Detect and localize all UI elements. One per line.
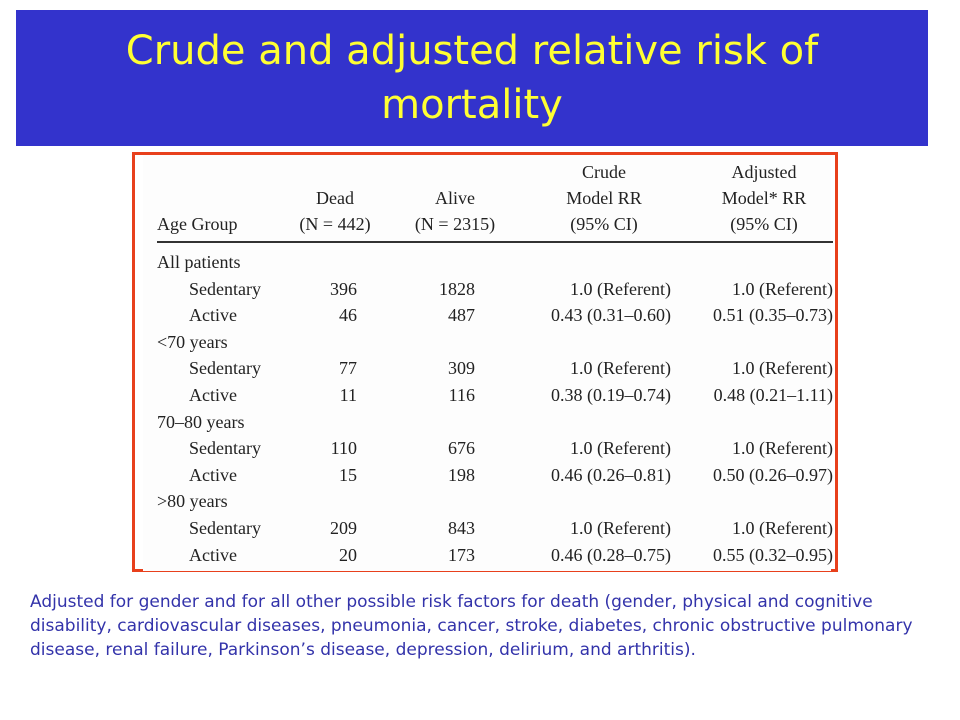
header-alive: Alive (N = 2315) — [399, 185, 511, 237]
table-group-row: 70–80 years — [143, 409, 831, 435]
group-label: 70–80 years — [157, 411, 245, 432]
header-age-group: Age Group — [157, 211, 237, 237]
crude-rr: 0.38 (0.19–0.74) — [551, 385, 671, 405]
header-dead: Dead (N = 442) — [283, 185, 387, 237]
table-group-row: All patients — [143, 249, 831, 275]
footnote: Adjusted for gender and for all other po… — [30, 592, 913, 660]
table-row: Sedentary 110 676 1.0 (Referent) 1.0 (Refere… — [143, 435, 833, 461]
adjusted-rr: 1.0 (Referent) — [732, 518, 833, 538]
header-crude: Crude Model RR (95% CI) — [539, 159, 669, 237]
adjusted-rr: 1.0 (Referent) — [732, 358, 833, 379]
header-adjusted-line2: Model* RR — [721, 188, 807, 208]
mortality-table: Age Group Dead (N = 442) Alive (N = 2315… — [143, 155, 833, 571]
row-label: Active — [189, 305, 237, 326]
table-row: Active 46 487 0.43 (0.31–0.60) 0.51 (0.35–0.… — [143, 302, 833, 328]
header-crude-line2: Model RR — [566, 188, 642, 208]
adjusted-rr: 0.51 (0.35–0.73) — [713, 305, 833, 326]
dead-count: 77 — [339, 358, 357, 379]
crude-rr: 1.0 (Referent) — [570, 518, 671, 538]
dead-count: 11 — [339, 385, 357, 405]
table-group-row: <70 years — [143, 329, 831, 355]
header-dead-line2: (N = 442) — [299, 214, 371, 234]
alive-count: 1828 — [439, 278, 475, 299]
table-row: Active 20 173 0.46 (0.28–0.75) 0.55 (0.32–0.… — [143, 542, 833, 568]
table-frame: Age Group Dead (N = 442) Alive (N = 2315… — [132, 152, 838, 572]
dead-count: 20 — [339, 544, 357, 565]
title-banner: Crude and adjusted relative risk of mort… — [16, 10, 928, 146]
header-crude-line1: Crude — [582, 162, 626, 182]
crude-rr: 0.43 (0.31–0.60) — [551, 305, 671, 326]
header-crude-line3: (95% CI) — [570, 214, 638, 234]
crude-rr: 1.0 (Referent) — [570, 278, 671, 299]
group-label: <70 years — [157, 331, 228, 352]
row-label: Active — [189, 464, 237, 485]
table-row: Active 11 116 0.38 (0.19–0.74) 0.48 (0.21–1.… — [143, 382, 833, 408]
row-label: Sedentary — [189, 518, 261, 538]
crude-rr: 1.0 (Referent) — [570, 358, 671, 379]
crude-rr: 0.46 (0.26–0.81) — [551, 464, 671, 485]
header-adjusted-line1: Adjusted — [731, 162, 797, 182]
row-label: Sedentary — [189, 358, 261, 379]
header-alive-line2: (N = 2315) — [414, 214, 496, 234]
dead-count: 110 — [330, 438, 357, 459]
dead-count: 209 — [330, 518, 357, 538]
adjusted-rr: 1.0 (Referent) — [732, 438, 833, 459]
adjusted-rr: 1.0 (Referent) — [732, 278, 833, 299]
dead-count: 15 — [339, 464, 357, 485]
row-label: Sedentary — [189, 438, 261, 459]
header-adjusted: Adjusted Model* RR (95% CI) — [699, 159, 829, 237]
adjusted-rr: 0.55 (0.32–0.95) — [713, 544, 833, 565]
group-label: >80 years — [157, 491, 228, 512]
header-adjusted-line3: (95% CI) — [730, 214, 798, 234]
header-dead-line1: Dead — [316, 188, 354, 208]
group-label: All patients — [157, 252, 241, 272]
table-group-row: >80 years — [143, 488, 831, 514]
slide-title: Crude and adjusted relative risk of mort… — [125, 28, 819, 128]
alive-count: 843 — [448, 518, 475, 538]
alive-count: 676 — [448, 438, 475, 459]
dead-count: 46 — [339, 305, 357, 326]
dead-count: 396 — [330, 278, 357, 299]
alive-count: 487 — [448, 305, 475, 326]
row-label: Sedentary — [189, 278, 261, 299]
table-row: Sedentary 77 309 1.0 (Referent) 1.0 (Referen… — [143, 355, 833, 381]
table-row: Sedentary 396 1828 1.0 (Referent) 1.0 (Refer… — [143, 276, 833, 302]
alive-count: 309 — [448, 358, 475, 379]
row-label: Active — [189, 385, 237, 405]
header-rule — [157, 241, 833, 243]
table-row: Active 15 198 0.46 (0.26–0.81) 0.50 (0.26–0.… — [143, 462, 833, 488]
alive-count: 173 — [448, 544, 475, 565]
table-row: Sedentary 209 843 1.0 (Referent) 1.0 (Refere… — [143, 515, 833, 541]
header-age-group-label: Age Group — [157, 214, 238, 234]
header-alive-line1: Alive — [435, 188, 475, 208]
alive-count: 198 — [448, 464, 475, 485]
crude-rr: 1.0 (Referent) — [570, 438, 671, 459]
adjusted-rr: 0.48 (0.21–1.11) — [713, 385, 833, 405]
crude-rr: 0.46 (0.28–0.75) — [551, 544, 671, 565]
row-label: Active — [189, 544, 237, 565]
alive-count: 116 — [448, 385, 475, 405]
adjusted-rr: 0.50 (0.26–0.97) — [713, 464, 833, 485]
